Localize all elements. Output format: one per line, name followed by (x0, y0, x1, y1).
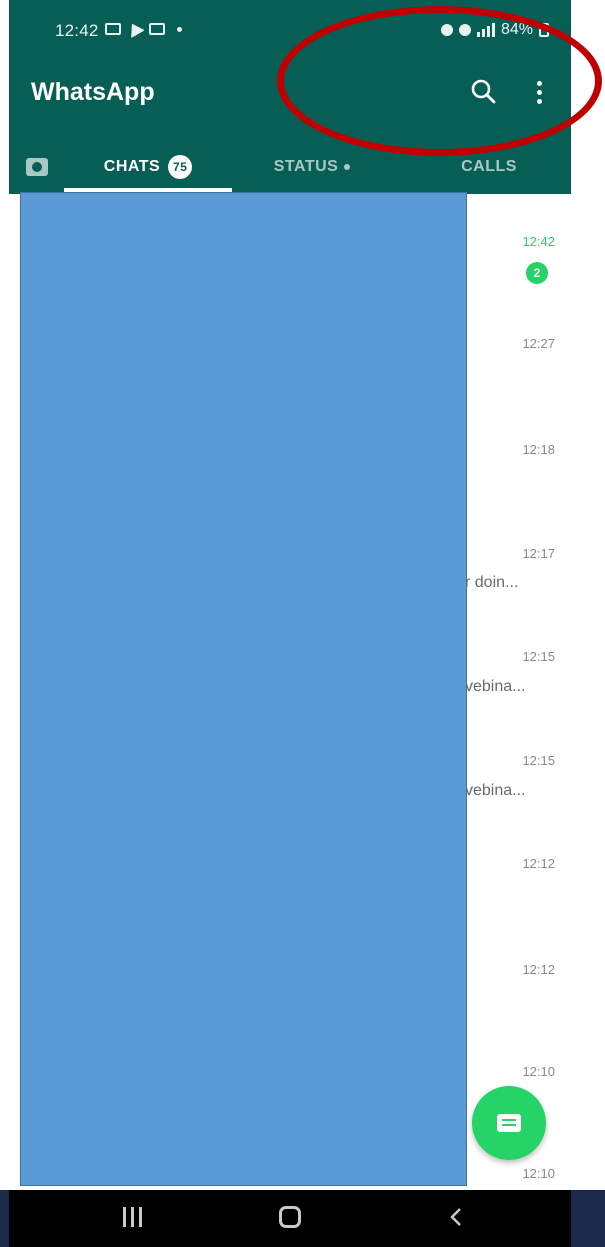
recents-icon[interactable] (122, 1207, 142, 1227)
new-chat-icon (497, 1114, 521, 1132)
chats-count-badge: 75 (168, 155, 193, 179)
tab-status[interactable]: STATUS (247, 140, 377, 194)
chat-time: 12:27 (522, 336, 555, 351)
tab-chats[interactable]: CHATS 75 (64, 140, 232, 194)
tab-bar: CHATS 75 STATUS CALLS (9, 140, 571, 194)
chat-preview: vebina... (465, 678, 526, 695)
frame-edge-right (571, 0, 605, 1190)
telegram-icon (125, 19, 145, 39)
back-icon[interactable] (445, 1205, 469, 1229)
navigation-bar (9, 1190, 571, 1247)
more-notifications-icon (177, 26, 182, 32)
tab-calls[interactable]: CALLS (429, 140, 549, 194)
notification-icons (105, 19, 182, 39)
app-title: WhatsApp (31, 78, 155, 106)
chat-time: 12:18 (522, 442, 555, 457)
frame-edge-bottom-right (571, 1190, 605, 1247)
annotation-circle (277, 6, 602, 156)
new-chat-button[interactable] (472, 1086, 546, 1160)
frame-edge (0, 0, 9, 1190)
chat-time: 12:10 (522, 1166, 555, 1181)
chat-time: 12:15 (522, 753, 555, 768)
frame-edge-bottom (0, 1190, 9, 1247)
tab-calls-label: CALLS (461, 158, 517, 175)
chat-time: 12:42 (522, 234, 555, 249)
tab-chats-label: CHATS (103, 158, 161, 175)
tab-camera[interactable] (15, 140, 59, 194)
chat-time: 12:17 (522, 546, 555, 561)
chat-preview: vebina... (465, 782, 526, 799)
home-icon[interactable] (279, 1206, 301, 1228)
chat-preview: r doin... (465, 574, 519, 591)
redaction-overlay (20, 192, 467, 1186)
camera-icon (26, 158, 48, 176)
chat-time: 12:15 (522, 649, 555, 664)
tab-status-label: STATUS (273, 158, 339, 175)
status-update-dot (344, 164, 351, 170)
status-time: 12:42 (55, 21, 99, 40)
screen-icon (105, 23, 121, 35)
active-tab-indicator (64, 188, 232, 192)
unread-badge: 2 (526, 262, 548, 284)
chat-time: 12:12 (522, 962, 555, 977)
chat-time: 12:10 (522, 1064, 555, 1079)
chat-time: 12:12 (522, 856, 555, 871)
gallery-icon (149, 23, 165, 35)
